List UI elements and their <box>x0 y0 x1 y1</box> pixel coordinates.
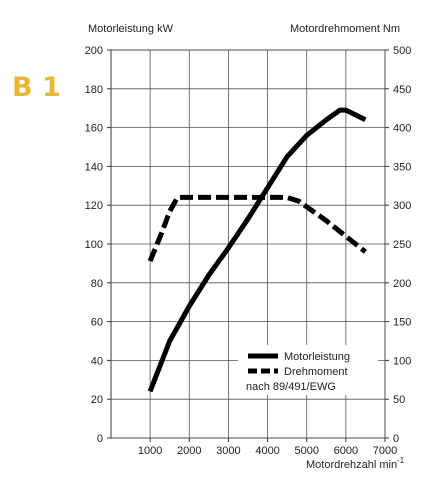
x-axis-title-main: Motordrehzahl min <box>306 459 397 471</box>
y-right-tick-label: 450 <box>393 84 411 96</box>
y-left-tick-label: 40 <box>91 355 103 367</box>
x-tick-label: 3000 <box>216 445 240 457</box>
y-right-tick-label: 0 <box>393 433 399 445</box>
y-left-tick-label: 80 <box>91 278 103 290</box>
y-right-tick-label: 150 <box>393 317 411 329</box>
y-left-tick-label: 0 <box>97 433 103 445</box>
tick-labels: 1000 2000 3000 4000 5000 6000 7000020406080100… <box>85 45 412 457</box>
y-right-tick-label: 250 <box>393 239 411 251</box>
y-right-axis-title: Motordrehmoment Nm <box>290 23 400 35</box>
x-axis-title: Motordrehzahl min-1 <box>306 456 405 471</box>
x-tick-label: 1000 <box>138 445 162 457</box>
y-right-tick-label: 350 <box>393 161 411 173</box>
legend-label-torque: Drehmoment <box>284 366 348 378</box>
legend-label-power: Motorleistung <box>284 351 350 363</box>
x-tick-label: 2000 <box>177 445 201 457</box>
series-line-torque <box>147 194 367 263</box>
y-right-tick-label: 500 <box>393 45 411 57</box>
y-left-tick-label: 100 <box>85 239 103 251</box>
series-lines <box>147 107 367 393</box>
y-right-tick-label: 200 <box>393 278 411 290</box>
x-axis-title-sup: -1 <box>397 456 405 465</box>
x-tick-label: 6000 <box>334 445 358 457</box>
badge-label: B 1 <box>12 72 61 103</box>
y-left-tick-label: 180 <box>85 84 103 96</box>
y-right-tick-label: 400 <box>393 123 411 135</box>
x-tick-label: 7000 <box>373 445 397 457</box>
y-right-tick-label: 300 <box>393 200 411 212</box>
series-line-power <box>147 107 367 393</box>
y-left-tick-label: 20 <box>91 394 103 406</box>
y-left-tick-label: 60 <box>91 317 103 329</box>
y-right-tick-label: 100 <box>393 355 411 367</box>
y-left-tick-label: 140 <box>85 161 103 173</box>
x-tick-label: 5000 <box>294 445 318 457</box>
y-left-tick-label: 160 <box>85 123 103 135</box>
y-left-tick-label: 120 <box>85 200 103 212</box>
y-left-axis-title: Motorleistung kW <box>88 23 174 35</box>
x-tick-label: 4000 <box>255 445 279 457</box>
y-left-tick-label: 200 <box>85 45 103 57</box>
legend-note: nach 89/491/EWG <box>246 381 336 393</box>
y-right-tick-label: 50 <box>393 394 405 406</box>
